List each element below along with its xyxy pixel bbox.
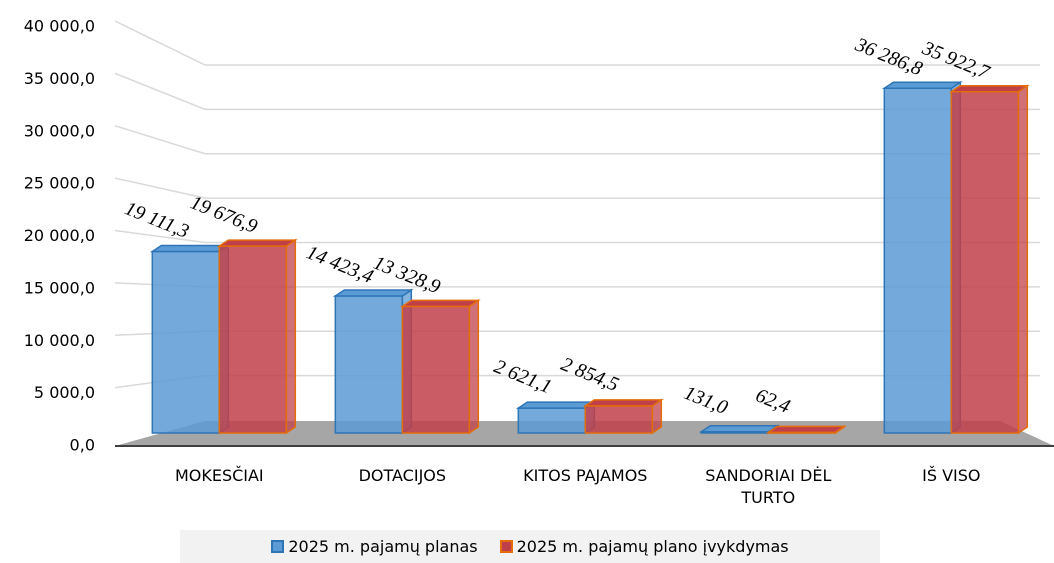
x-tick-label: SANDORIAI DĖL TURTO bbox=[705, 466, 832, 507]
bar bbox=[149, 244, 231, 435]
bar-front bbox=[584, 405, 654, 434]
legend: 2025 m. pajamų planas 2025 m. pajamų plan… bbox=[180, 530, 880, 563]
bar-top bbox=[765, 425, 847, 434]
bar bbox=[698, 424, 780, 435]
bar bbox=[881, 80, 963, 435]
legend-label: 2025 m. pajamų planas bbox=[288, 537, 478, 556]
bar bbox=[948, 84, 1030, 435]
x-tick-label: MOKESČIAI bbox=[174, 466, 264, 485]
grid-segment bbox=[114, 177, 1040, 199]
bar-side bbox=[285, 238, 297, 435]
y-tick-label: 35 000,0 bbox=[24, 69, 95, 88]
bar bbox=[515, 400, 597, 435]
grid-segment bbox=[114, 72, 1040, 111]
grid-line bbox=[114, 229, 1040, 244]
bar bbox=[399, 298, 481, 435]
bar-front bbox=[151, 250, 221, 434]
bar-top bbox=[216, 239, 298, 247]
y-tick-label: 10 000,0 bbox=[24, 331, 95, 350]
grid-segment bbox=[114, 125, 1040, 155]
legend-swatch bbox=[499, 540, 513, 553]
value-label: 36 286,8 bbox=[851, 33, 925, 80]
bar-front bbox=[883, 87, 953, 434]
value-label: 2 621,1 bbox=[491, 355, 555, 398]
bar-front bbox=[334, 295, 404, 434]
value-label: 62,4 bbox=[752, 384, 793, 418]
value-label: 131,0 bbox=[681, 382, 731, 419]
grid-line bbox=[114, 177, 1040, 199]
x-tick-label: DOTACIJOS bbox=[358, 466, 447, 485]
bar-top bbox=[399, 299, 481, 308]
x-tick-label: KITOS PAJAMOS bbox=[523, 466, 648, 485]
grid-segment bbox=[114, 20, 1040, 66]
value-label: 35 922,7 bbox=[918, 37, 993, 84]
bar-top bbox=[948, 84, 1030, 93]
legend-item: 2025 m. pajamų plano įvykdymas bbox=[499, 537, 789, 556]
grid-segment bbox=[114, 229, 1040, 244]
bar-side bbox=[1017, 84, 1029, 435]
y-tick-label: 20 000,0 bbox=[24, 226, 95, 245]
bar-top bbox=[149, 244, 231, 253]
y-tick-label: 5 000,0 bbox=[34, 383, 95, 402]
bar bbox=[582, 398, 664, 435]
bar-front bbox=[218, 245, 288, 434]
bar-front bbox=[401, 305, 471, 434]
bar-top bbox=[332, 289, 414, 297]
y-tick-label: 0,0 bbox=[70, 436, 95, 455]
bar-top bbox=[881, 81, 963, 90]
bar-side bbox=[468, 298, 480, 435]
bar-front bbox=[517, 407, 587, 434]
y-tick-label: 40 000,0 bbox=[24, 17, 95, 36]
y-tick-label: 30 000,0 bbox=[24, 121, 95, 140]
grid-line bbox=[114, 72, 1040, 111]
bar-top bbox=[582, 399, 664, 407]
value-label: 2 854,5 bbox=[558, 353, 622, 396]
y-tick-label: 15 000,0 bbox=[24, 278, 95, 297]
legend-label: 2025 m. pajamų plano įvykdymas bbox=[516, 537, 789, 556]
y-tick-label: 25 000,0 bbox=[24, 174, 95, 193]
bar bbox=[216, 238, 298, 435]
bar-top bbox=[515, 401, 597, 409]
legend-swatch bbox=[271, 540, 285, 553]
bar bbox=[765, 425, 847, 435]
chart: 0,0 5 000,0 10 000,0 15 000,0 20 000,0 25 000… bbox=[24, 17, 1054, 455]
grid-line bbox=[114, 125, 1040, 155]
grid-line bbox=[114, 20, 1040, 66]
value-label: 14 423,4 bbox=[303, 241, 376, 288]
bar-front bbox=[950, 90, 1020, 434]
x-tick-label: IŠ VISO bbox=[922, 466, 981, 485]
bar-top bbox=[698, 425, 780, 433]
bar bbox=[332, 288, 414, 435]
legend-item: 2025 m. pajamų planas bbox=[271, 537, 478, 556]
